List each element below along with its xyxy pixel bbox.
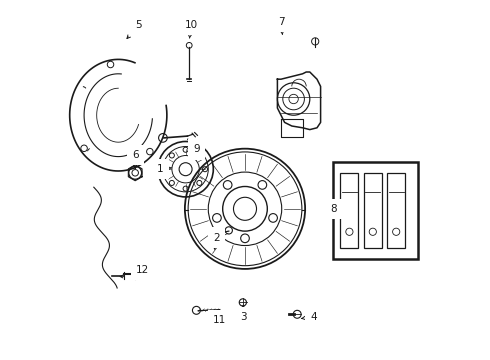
Text: 8: 8	[330, 204, 337, 214]
Text: 5: 5	[127, 20, 142, 39]
Text: 9: 9	[188, 139, 200, 154]
Text: 11: 11	[213, 315, 226, 325]
Bar	[333, 162, 418, 259]
Bar	[364, 173, 382, 248]
Text: 4: 4	[302, 312, 317, 322]
Text: 10: 10	[184, 20, 197, 38]
Text: 7: 7	[278, 17, 284, 35]
Text: 2: 2	[213, 233, 220, 249]
Text: 1: 1	[157, 164, 171, 174]
Bar	[341, 173, 358, 248]
Text: 3: 3	[240, 305, 246, 322]
Bar	[387, 173, 405, 248]
Text: 12: 12	[136, 265, 149, 275]
Text: 6: 6	[132, 150, 139, 168]
